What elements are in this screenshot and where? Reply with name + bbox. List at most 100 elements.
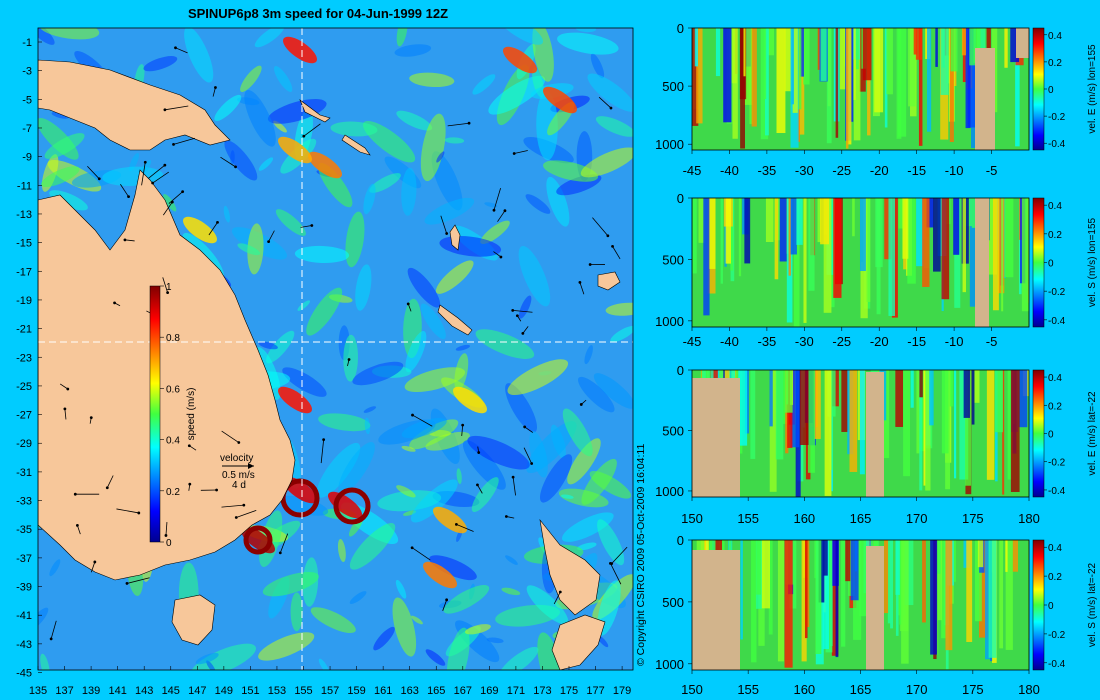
section-stripe [967,28,977,128]
section-field [692,28,1029,150]
velocity-vector-head [606,234,610,238]
velocity-vector-head [113,301,116,305]
section-land [975,48,995,150]
section-panel-3: 0 500 1000 150 155 160 165 170 175 180 0.4 0.2 0 -0.2… [655,363,1098,526]
speed-feature [505,555,518,565]
velocity-vector [212,87,216,97]
map-y-axis: -1 -3 -5 -7 -9 -11 -13 -15 -17 -19 -21 -23 -25 -27 -29… [16,37,42,680]
section-stripe [974,370,980,403]
section-stripe [764,28,769,136]
speed-feature [584,345,593,365]
section-colorbar-tick-label: 0.4 [1048,201,1062,212]
map-x-axis: 135 137 139 141 143 145 147 149 151 153 155 157 159 1… [29,666,631,697]
map-y-tick-label: -17 [16,266,32,278]
speed-feature [182,216,218,244]
speed-feature [355,264,372,311]
map-y-tick-label: -19 [16,295,32,307]
section-stripe [898,28,907,137]
speed-feature [282,367,327,397]
velocity-vector [162,277,169,293]
speed-feature [537,632,564,670]
section-y-tick-label: 1000 [655,484,684,499]
speed-feature [581,458,617,505]
land-new-zealand-north [539,518,601,616]
speed-feature [467,435,530,470]
section-stripe [840,28,848,90]
velocity-vector [90,561,96,573]
velocity-vector [152,171,169,184]
section-stripe [975,540,982,622]
speed-feature [258,341,278,350]
velocity-vector [148,164,166,179]
section-stripe [903,370,911,477]
section-stripe [779,198,787,262]
velocity-vector [461,425,464,436]
section-x-tick-label: 180 [1018,682,1040,697]
section-stripe [761,540,770,609]
velocity-vector-head [278,551,282,555]
section-y-tick-label: 1000 [655,137,684,152]
section-stripe [953,198,960,255]
section-stripe [963,370,970,418]
speed-feature [425,649,446,666]
map-x-tick-label: 173 [533,685,551,697]
chart-title: SPINUP6p8 3m speed for 04-Jun-1999 12Z [188,6,448,21]
section-stripe [950,28,958,72]
velocity-vector-head [523,425,527,429]
section-x-tick-label: -25 [832,334,851,349]
speed-feature [480,220,510,245]
section-x-tick-label: 155 [737,682,759,697]
section-stripe [923,370,926,486]
velocity-vector-head [163,163,167,167]
velocity-vector [77,525,81,535]
section-stripe [724,198,727,267]
section-stripe [933,198,941,272]
section-stripe [831,540,839,586]
section-stripe [954,370,957,479]
speed-feature [526,585,569,625]
section-y-tick-label: 0 [677,21,684,36]
velocity-vector-head [588,263,592,266]
speed-feature [456,468,462,485]
section-stripe [969,28,976,66]
map-y-tick-label: -29 [16,438,32,450]
section-colorbar-tick-label: 0.2 [1048,401,1062,412]
velocity-vector [124,239,135,242]
section-stripe [913,28,917,55]
section-stripe [738,370,748,446]
section-stripe [941,370,949,454]
speed-feature [499,646,539,670]
velocity-vector-head [127,195,130,199]
speed-feature [518,245,551,307]
section-y-tick-label: 1000 [655,657,684,672]
eddy-ring [333,487,371,525]
velocity-vector [442,599,448,611]
section-stripe [765,198,774,242]
section-colorbar-tick-label: 0.4 [1048,543,1062,554]
velocity-vector-head [214,86,217,89]
section-stripe [823,198,832,313]
velocity-vector [106,475,114,488]
section-stripe [962,198,966,293]
map-colorbar-gradient [149,285,161,543]
speed-feature [401,417,447,439]
land-vanuatu [449,224,461,251]
section-stripe [777,540,785,662]
map-x-tick-label: 169 [480,685,498,697]
section-stripe [744,198,751,264]
velocity-vector-head [411,413,414,417]
section-stripe [930,540,938,655]
velocity-vector [579,282,585,295]
speed-feature [425,431,470,451]
speed-feature [316,442,361,498]
section-stripe [1001,198,1004,312]
speed-feature [244,89,276,147]
section-stripe [815,540,822,654]
section-stripe [941,198,950,300]
velocity-vector-head [521,331,525,335]
section-x-tick-label: -20 [870,334,889,349]
section-stripe [856,28,859,70]
section-x-tick-label: -10 [945,334,964,349]
speed-feature [557,32,619,55]
section-x-tick-label: -30 [795,334,814,349]
